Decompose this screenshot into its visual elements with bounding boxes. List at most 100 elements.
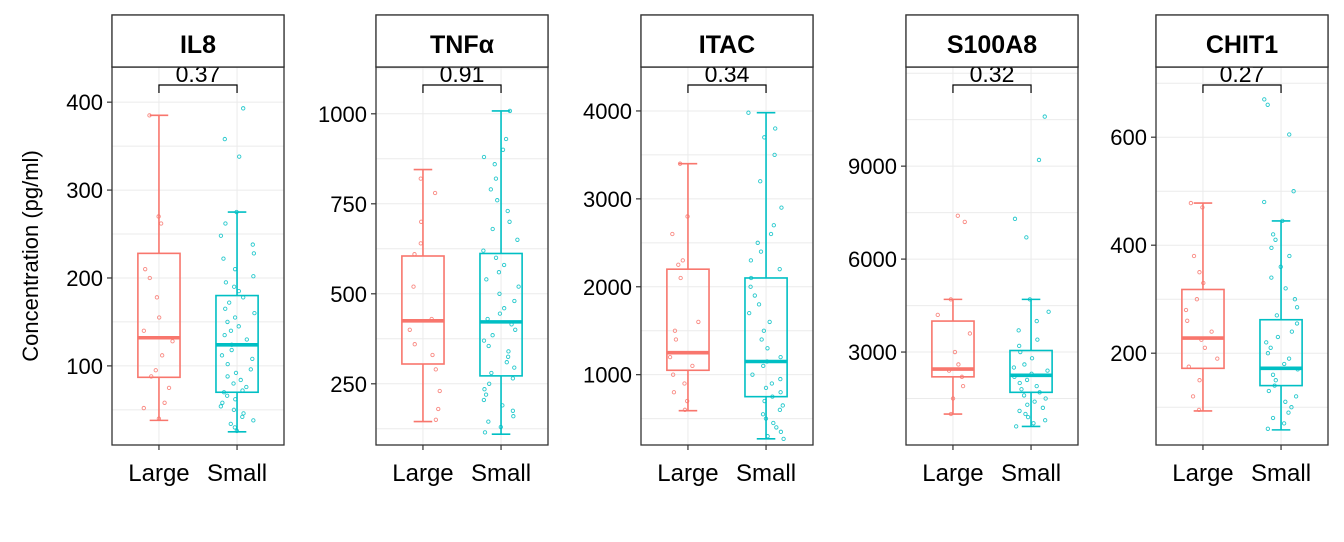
data-point	[1194, 297, 1200, 302]
data-point	[250, 242, 255, 247]
data-point	[141, 328, 147, 333]
panel-title-overlay: ITAC	[699, 31, 755, 59]
data-point	[250, 356, 255, 362]
box-iqr	[931, 320, 975, 378]
data-point	[678, 275, 683, 281]
x-tick-label: Large	[657, 460, 718, 487]
data-point	[670, 372, 676, 377]
y-tick-label: 100	[66, 354, 103, 379]
x-tick-label: Small	[471, 460, 531, 487]
data-point	[1022, 362, 1027, 367]
data-point	[437, 388, 442, 394]
data-point	[251, 251, 257, 256]
data-point	[433, 417, 439, 422]
y-axis-label: Concentration (pg/ml)	[18, 150, 43, 362]
strip-header-overlay	[375, 14, 549, 68]
data-point	[220, 400, 225, 405]
data-point	[218, 233, 224, 238]
x-tick-label: Large	[128, 460, 189, 487]
data-point	[1025, 402, 1030, 407]
y-tick-label: 4000	[583, 99, 632, 124]
data-point	[761, 363, 766, 369]
y-tick-label: 6000	[848, 247, 897, 272]
data-point	[512, 298, 517, 304]
data-point	[219, 353, 225, 358]
data-point	[1043, 396, 1048, 401]
data-point	[493, 255, 499, 260]
data-point	[482, 430, 488, 435]
data-point	[1268, 345, 1273, 350]
data-point	[506, 349, 511, 354]
data-point	[147, 275, 152, 281]
data-point	[229, 347, 234, 353]
data-point	[1191, 253, 1197, 259]
data-point	[1188, 200, 1194, 206]
data-point	[1286, 410, 1291, 415]
data-point	[512, 365, 517, 370]
data-point	[495, 198, 500, 203]
data-point	[777, 267, 782, 272]
data-point	[750, 372, 755, 377]
strip-header-overlay	[1155, 14, 1329, 68]
x-tick-label: Small	[1251, 460, 1311, 487]
data-point	[510, 376, 516, 381]
data-point	[680, 258, 685, 263]
data-point	[1183, 307, 1189, 313]
data-point	[241, 411, 246, 416]
data-point	[515, 237, 520, 242]
data-point	[1289, 329, 1295, 334]
data-point	[1270, 372, 1276, 377]
data-point	[763, 385, 769, 391]
x-tick-label: Large	[392, 460, 453, 487]
y-tick-label: 200	[1110, 341, 1147, 366]
data-point	[507, 219, 512, 224]
data-point	[225, 319, 230, 325]
data-point	[1294, 321, 1300, 326]
data-point	[143, 267, 148, 272]
data-point	[1270, 415, 1276, 421]
y-tick-label: 600	[1110, 125, 1147, 150]
data-point	[233, 370, 239, 376]
data-point	[154, 295, 160, 300]
data-point	[497, 311, 503, 316]
data-point	[758, 179, 763, 184]
data-point	[1273, 237, 1278, 242]
y-tick-label: 400	[1110, 233, 1147, 258]
panel-title-overlay: IL8	[180, 31, 216, 59]
data-point	[682, 381, 687, 386]
data-point	[758, 249, 764, 254]
data-point	[223, 306, 228, 311]
data-point	[430, 352, 435, 358]
data-point	[1209, 329, 1214, 334]
data-point	[780, 403, 785, 408]
data-point	[153, 368, 158, 373]
data-point	[759, 337, 764, 342]
data-point	[232, 267, 238, 272]
data-point	[251, 418, 256, 423]
data-point	[1025, 414, 1031, 420]
data-point	[1024, 377, 1030, 383]
data-point	[223, 280, 229, 285]
data-point	[228, 328, 234, 333]
data-point	[777, 407, 783, 412]
data-point	[483, 392, 489, 397]
data-point	[755, 240, 760, 245]
data-point	[504, 360, 509, 365]
data-point	[1197, 270, 1202, 275]
data-point	[1014, 424, 1019, 429]
data-point	[251, 274, 256, 279]
data-point	[778, 390, 783, 395]
data-point	[682, 407, 688, 412]
data-point	[248, 367, 253, 372]
data-point	[778, 429, 784, 434]
data-point	[1287, 253, 1292, 259]
data-point	[667, 354, 673, 360]
data-point	[1291, 189, 1296, 194]
data-point	[232, 284, 237, 289]
panel-border	[1155, 66, 1329, 446]
panel-title-overlay: TNFα	[430, 31, 495, 59]
data-point	[489, 370, 494, 376]
y-tick-label: 750	[330, 192, 367, 217]
data-point	[158, 221, 164, 226]
